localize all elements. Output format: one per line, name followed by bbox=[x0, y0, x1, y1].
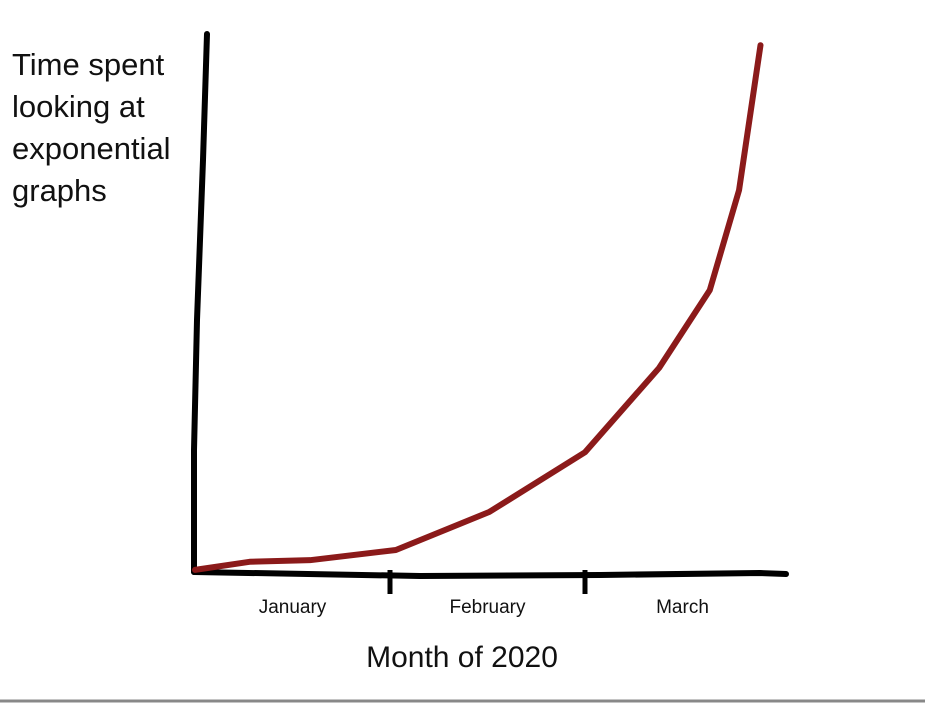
x-axis-label: Month of 2020 bbox=[366, 641, 558, 674]
x-tick-label: January bbox=[259, 597, 327, 618]
x-tick-label: March bbox=[656, 597, 709, 618]
y-axis-label: Time spent looking at exponential graphs bbox=[12, 47, 171, 208]
x-axis bbox=[191, 569, 789, 580]
y-axis bbox=[191, 31, 210, 575]
data-line bbox=[192, 42, 764, 573]
x-tick-label: February bbox=[449, 597, 526, 618]
